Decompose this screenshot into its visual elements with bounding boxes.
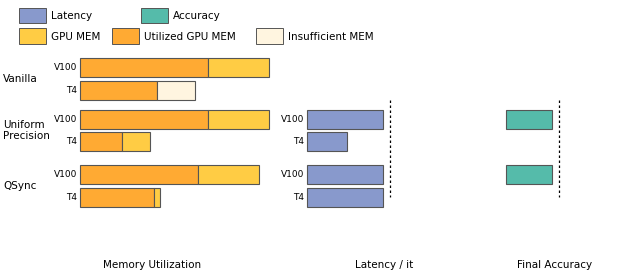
Text: T4: T4 bbox=[66, 193, 77, 202]
Text: T4: T4 bbox=[293, 137, 304, 146]
Text: Insufficient MEM: Insufficient MEM bbox=[288, 32, 374, 42]
Bar bbox=[154, 188, 160, 207]
Bar bbox=[506, 110, 552, 129]
Text: V100: V100 bbox=[280, 115, 304, 124]
Text: Uniform
Precision: Uniform Precision bbox=[3, 120, 50, 141]
Bar bbox=[307, 132, 347, 151]
Text: Vanilla: Vanilla bbox=[3, 74, 38, 84]
Bar bbox=[307, 110, 383, 129]
Bar bbox=[208, 110, 269, 129]
Bar bbox=[122, 132, 150, 151]
Bar bbox=[80, 58, 208, 77]
Text: V100: V100 bbox=[280, 170, 304, 179]
Text: T4: T4 bbox=[66, 86, 77, 95]
Text: Final Accuracy: Final Accuracy bbox=[517, 260, 593, 270]
Text: T4: T4 bbox=[293, 193, 304, 202]
Bar bbox=[80, 132, 122, 151]
Bar bbox=[256, 28, 283, 43]
Text: Utilized GPU MEM: Utilized GPU MEM bbox=[144, 32, 236, 42]
Text: V100: V100 bbox=[53, 170, 77, 179]
Bar bbox=[19, 7, 46, 23]
Bar bbox=[80, 110, 208, 129]
Text: QSync: QSync bbox=[3, 181, 36, 191]
Text: V100: V100 bbox=[53, 115, 77, 124]
Bar bbox=[112, 28, 139, 43]
Bar bbox=[80, 165, 198, 184]
Bar bbox=[198, 165, 259, 184]
Bar bbox=[208, 58, 269, 77]
Bar bbox=[506, 165, 552, 184]
Text: GPU MEM: GPU MEM bbox=[51, 32, 100, 42]
Bar bbox=[141, 7, 168, 23]
Text: T4: T4 bbox=[66, 137, 77, 146]
Text: Latency / it: Latency / it bbox=[355, 260, 413, 270]
Bar bbox=[80, 188, 154, 207]
Bar bbox=[307, 188, 383, 207]
Text: Accuracy: Accuracy bbox=[173, 11, 221, 21]
Bar bbox=[80, 81, 157, 100]
Text: Memory Utilization: Memory Utilization bbox=[103, 260, 202, 270]
Text: Latency: Latency bbox=[51, 11, 92, 21]
Bar bbox=[157, 81, 195, 100]
Text: V100: V100 bbox=[53, 63, 77, 72]
Bar bbox=[19, 28, 46, 43]
Bar bbox=[307, 165, 383, 184]
